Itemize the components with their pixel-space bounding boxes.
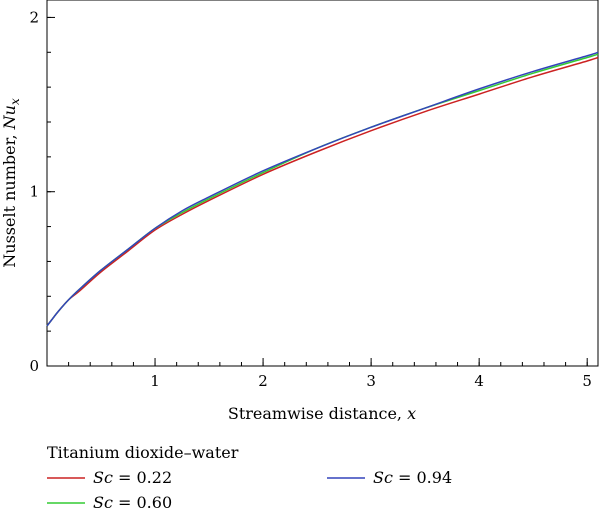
x-axis-title: Streamwise distance, x <box>228 404 416 423</box>
x-tick-label: 2 <box>258 372 268 390</box>
ticks: 1 2 3 4 5 0 1 2 <box>29 8 592 390</box>
series-lines <box>46 51 599 327</box>
x-tick-label: 3 <box>366 372 376 390</box>
y-tick-label: 2 <box>29 8 39 26</box>
x-tick-label: 5 <box>582 372 592 390</box>
legend-title: Titanium dioxide–water <box>47 443 239 462</box>
plot-frame <box>46 0 599 367</box>
y-tick-label: 0 <box>29 357 39 375</box>
legend: Titanium dioxide–water Sc = 0.22 Sc = 0.6… <box>47 443 452 512</box>
series-line-3 <box>46 51 599 327</box>
x-tick-label: 4 <box>474 372 484 390</box>
legend-label-2: Sc = 0.60 <box>93 493 172 512</box>
series-line-1 <box>46 56 599 327</box>
y-tick-label: 1 <box>29 183 39 201</box>
x-tick-label: 1 <box>150 372 160 390</box>
plot-area <box>46 0 599 367</box>
series-line-2 <box>46 53 599 327</box>
legend-label-1: Sc = 0.22 <box>93 468 172 487</box>
legend-label-3: Sc = 0.94 <box>373 468 452 487</box>
y-axis-title: Nusselt number, Nux <box>0 98 22 268</box>
